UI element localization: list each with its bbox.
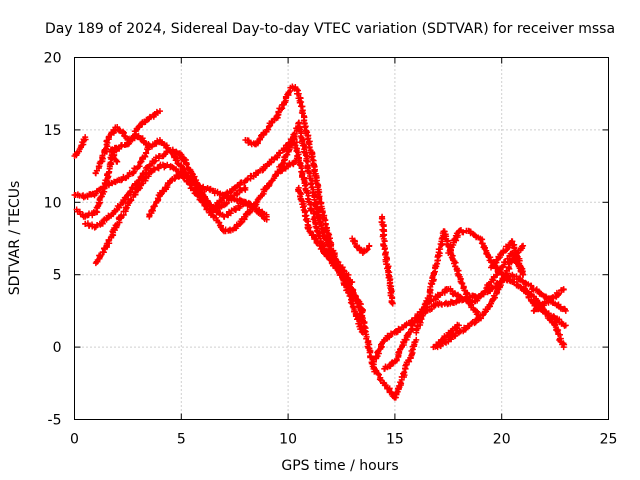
series-trace-markers <box>103 108 161 155</box>
y-tick-label: 10 <box>44 195 62 211</box>
x-tick-label: 20 <box>493 432 511 448</box>
y-tick-label: 0 <box>53 340 62 356</box>
x-tick-label: 10 <box>279 432 297 448</box>
series-track-23 <box>488 238 527 278</box>
y-tick-label: 5 <box>53 268 62 284</box>
series-track-11 <box>274 119 356 286</box>
chart-title: Day 189 of 2024, Sidereal Day-to-day VTE… <box>45 21 615 37</box>
y-tick-label: 15 <box>44 123 62 139</box>
y-tick-label: 20 <box>44 51 62 67</box>
x-tick-label: 15 <box>386 432 404 448</box>
y-tick-label: -5 <box>48 413 62 429</box>
series-trace-markers <box>274 119 355 286</box>
series-trace-markers <box>413 228 482 334</box>
series-track-5 <box>103 108 163 155</box>
plot-frame <box>74 57 609 420</box>
series-track-20 <box>434 242 527 351</box>
series-track-1 <box>71 134 89 159</box>
series-track-22 <box>530 286 567 314</box>
series-track-13 <box>349 235 373 256</box>
series-track-14 <box>378 213 396 307</box>
series-track-12 <box>295 184 420 401</box>
grid-lines <box>74 57 609 420</box>
x-tick-label: 0 <box>70 432 79 448</box>
data-series <box>71 83 569 401</box>
series-trace-markers <box>378 215 396 306</box>
x-axis-label: GPS time / hours <box>281 458 398 474</box>
axis-ticks: 0 5 10 15 20 25 -5 0 5 10 15 20 <box>44 51 618 448</box>
x-tick-label: 25 <box>600 432 618 448</box>
series-trace-markers <box>146 169 268 222</box>
series-trace-markers <box>489 238 526 276</box>
y-axis-label: SDTVAR / TECUs <box>7 181 23 296</box>
x-tick-label: 5 <box>177 432 186 448</box>
series-trace-markers <box>295 186 419 401</box>
series-trace-markers <box>531 286 567 314</box>
series-trace-markers <box>350 237 373 255</box>
series-trace-markers <box>72 136 89 159</box>
series-track-17 <box>413 228 484 336</box>
